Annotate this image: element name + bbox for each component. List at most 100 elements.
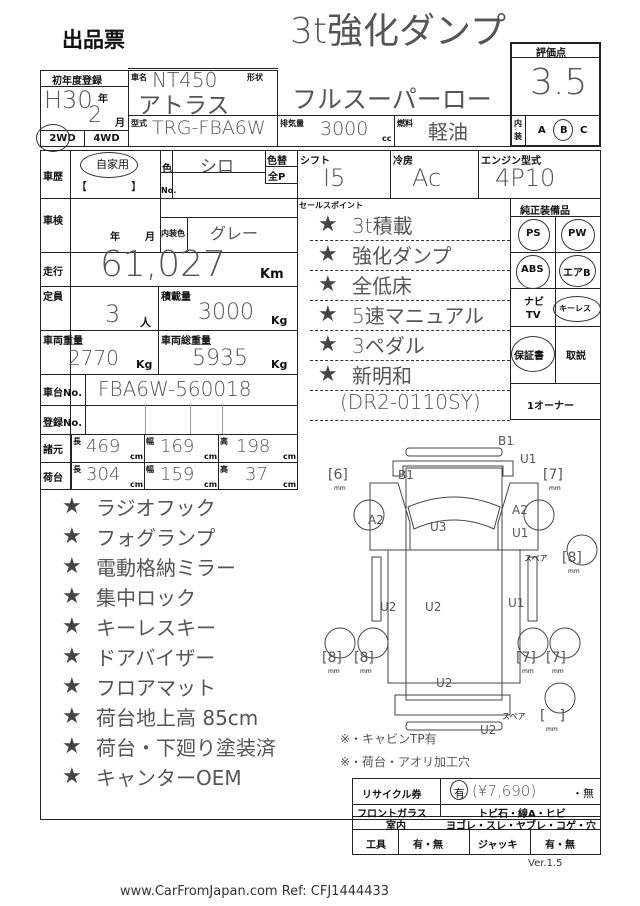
option-item: ラジオフック [96,496,216,520]
bed-unit: cm [204,480,218,489]
sales-point-item: 全低床 [352,274,412,298]
dims-unit: cm [204,452,218,461]
note-1: ※・キャビンTP有 [340,732,437,746]
headline-line1: 3t強化ダンプ [290,11,506,52]
bed-width: 159 [160,464,195,485]
equip-manual: 取説 [566,351,586,362]
dims-length-label: 長 [73,437,81,446]
bed-height-label: 高 [220,465,228,474]
jack-label: ジャッキ [478,840,518,851]
weight-label: 車両重量 [43,336,83,347]
car-name-box [128,70,278,147]
equipment-label: 純正装備品 [520,206,570,217]
windshield-label: フロントガラス [357,809,427,820]
load-value: 3000 [198,300,254,325]
interior-c: C [580,125,588,136]
sales-point-item: 新明和 [352,364,412,388]
tire-depth-rear_right_outer: [7] [546,650,566,666]
damage-mark: U1 [520,452,537,466]
bed-unit: cm [283,480,297,489]
month-unit: 月 [115,118,125,129]
load-label: 積載量 [161,292,191,303]
engine-label: エンジン型式 [481,156,541,167]
footer-ref: www.CarFromJapan.com Ref: CFJ1444433 [120,884,390,899]
option-item: フロアマット [96,676,216,700]
inspection-year-unit: 年 [110,232,120,243]
history-brackets: 【 】 [76,180,142,193]
option-item: キーレスキー [96,616,216,640]
sales-point-item: 3t積載 [352,214,413,238]
gross-weight-value: 5935 [192,346,248,371]
registration-year: H30 [44,86,93,114]
spare-label: スペア [502,712,526,721]
drive-4wd: 4WD [84,130,129,147]
sales-points-label: セールスポイント [299,201,363,210]
displacement-label: 排気量 [280,119,304,128]
spare-label: スペア [524,554,548,563]
option-item: 電動格納ミラー [96,556,236,580]
car-name-label: 車名 [131,73,147,82]
star-icon: ★ [62,584,82,609]
mileage-unit: Km [260,267,284,282]
divider [310,420,510,421]
dims-unit: cm [130,452,144,461]
tire-unit: mm [552,668,564,675]
equip-one-owner: 1オーナー [527,401,574,412]
inspection-month-unit: 月 [145,232,155,243]
option-item: キャンターOEM [96,766,242,790]
star-icon: ★ [62,494,82,519]
bed-length-label: 長 [73,465,81,474]
sales-point-item: 5速マニュアル [352,304,485,328]
tools-value: 有・無 [413,840,443,851]
divider [310,330,510,331]
dims-label: 諸元 [43,445,63,456]
star-icon: ★ [62,614,82,639]
interior-label: 内装 [514,119,522,141]
chassis-value: FBA6W-560018 [98,377,252,401]
star-icon: ★ [62,554,82,579]
bed-width-label: 幅 [146,465,154,474]
load-unit: Kg [271,314,288,327]
reg-no-label: 登録No. [43,418,83,429]
equip-navi: ナビ [524,297,544,308]
interior-color-label: 内装色 [161,229,185,238]
car-name: NT450 [152,68,218,92]
interior-color: グレー [210,224,259,243]
gross-weight-unit: Kg [271,358,288,371]
recycle-label: リサイクル券 [362,790,422,801]
history-label: 車歴 [43,172,63,183]
tire-depth-rear_right_inner: [7] [516,650,536,666]
star-icon: ★ [62,524,82,549]
shift-label: シフト [300,156,330,167]
tools-label: 工具 [366,840,386,851]
tire-depth-rear_left_outer: [8] [322,650,342,666]
damage-mark: U1 [512,526,529,540]
tire-unit: mm [568,568,580,575]
year-unit: 年 [98,94,108,105]
star-icon: ★ [318,212,338,237]
star-icon: ★ [62,644,82,669]
score-value: 3.5 [530,62,588,103]
ac-value: Ac [412,164,442,192]
tire-unit: mm [546,726,558,733]
capacity-value: 3 [105,300,121,328]
divider [310,300,510,301]
sales-point-item: 3ペダル [352,334,425,358]
star-icon: ★ [62,764,82,789]
damage-mark: U3 [430,520,447,534]
note-2: ※・荷台・アオリ加工穴 [340,755,471,769]
option-item: 荷台・下廻り塗装済 [96,736,276,760]
type-label: 型式 [131,119,147,128]
tire-depth-rear_left_inner: [8] [354,650,374,666]
tire-depth-spare1: [8] [562,550,582,566]
divider [310,360,510,361]
mileage-label: 走行 [43,267,63,278]
history-circle [80,152,138,178]
capacity-label: 定員 [43,292,63,303]
option-item: 荷台地上高 85cm [96,706,259,730]
shift-value: I5 [323,164,346,192]
star-icon: ★ [318,332,338,357]
star-icon: ★ [318,302,338,327]
star-icon: ★ [318,242,338,267]
fuel-label: 燃料 [397,119,413,128]
